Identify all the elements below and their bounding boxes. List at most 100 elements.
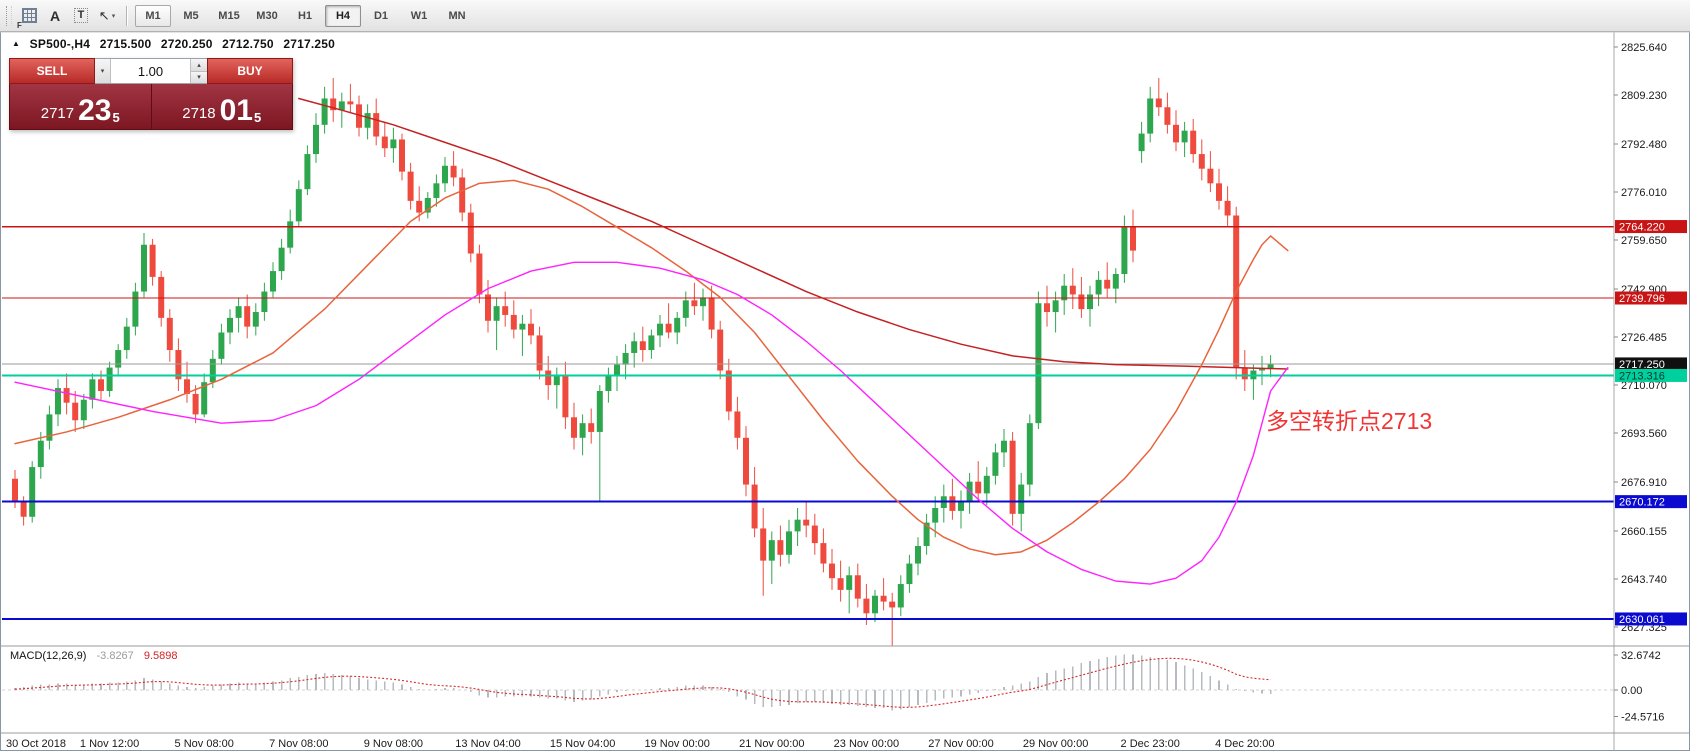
lot-decrement-icon[interactable]: ▾	[191, 71, 207, 83]
candle-down	[562, 376, 569, 418]
candle-down	[717, 329, 724, 371]
candle-down	[854, 575, 861, 599]
candle-down	[1173, 124, 1179, 143]
candle-down	[373, 113, 380, 137]
price-badge-label: 2764.220	[1619, 222, 1665, 234]
candle-up	[106, 367, 113, 391]
candle-down	[1155, 98, 1162, 108]
time-label: 5 Nov 08:00	[175, 738, 234, 750]
timeframe-button-m15[interactable]: M15	[218, 9, 240, 22]
lot-size-value[interactable]: 1.00	[137, 63, 164, 79]
ask-big-digits: 01	[219, 94, 253, 127]
macd-signal-line	[14, 657, 1271, 708]
candle-down	[1130, 227, 1136, 251]
candle-down	[510, 314, 517, 330]
time-label: 29 Nov 00:00	[1023, 738, 1088, 750]
time-label: 21 Nov 00:00	[739, 738, 804, 750]
macd-tick-label: 0.00	[1621, 685, 1642, 697]
candle-down	[811, 525, 818, 544]
candle-down	[399, 139, 405, 172]
sell-button[interactable]: SELL	[9, 58, 95, 84]
time-label: 23 Nov 00:00	[834, 738, 899, 750]
macd-tick-label: -24.5716	[1621, 711, 1664, 723]
candle-up	[270, 271, 276, 292]
candle-down	[639, 341, 646, 351]
macd-main-value: -3.8267	[96, 650, 134, 662]
candle-up	[227, 317, 233, 333]
candle-up	[1001, 440, 1007, 453]
profile-f-label: F	[17, 20, 22, 30]
buy-button[interactable]: BUY	[207, 58, 293, 84]
candle-down	[175, 350, 182, 380]
chart-grid-icon[interactable]: F	[16, 4, 42, 30]
candle-up	[1026, 423, 1033, 485]
candle-down	[450, 165, 457, 178]
text-tool-button[interactable]: A	[42, 4, 68, 28]
candle-down	[1241, 367, 1248, 380]
candle-up	[923, 522, 930, 547]
price-badge-label: 2713.316	[1619, 370, 1665, 382]
timeframe-button-m1[interactable]: M1	[135, 4, 171, 27]
moving-averages-layer	[14, 97, 1289, 585]
bid-price-panel[interactable]: 2717 23 5	[10, 84, 151, 129]
candle-up	[46, 414, 53, 441]
time-label: 9 Nov 08:00	[364, 738, 423, 750]
candle-down	[1069, 285, 1076, 295]
time-label: 2 Dec 23:00	[1121, 738, 1180, 750]
candle-up	[992, 452, 999, 476]
timeframe-button-h4[interactable]: H4	[325, 4, 361, 27]
candle-down	[98, 379, 104, 391]
lot-dropdown-icon[interactable]: ▾	[95, 59, 111, 83]
candle-down	[751, 484, 758, 529]
candle-down	[528, 323, 534, 336]
lot-stepper: ▴ ▾	[190, 59, 207, 83]
candle-up	[55, 388, 61, 415]
candle-up	[682, 300, 689, 318]
toolbar-drag-handle[interactable]	[6, 5, 12, 26]
candle-down	[588, 423, 595, 432]
candle-down	[356, 104, 362, 128]
candle-down	[571, 417, 577, 438]
candle-down	[829, 563, 835, 579]
ask-price-panel[interactable]: 2718 01 5	[150, 84, 293, 129]
candle-down	[502, 306, 509, 315]
timeframe-button-d1[interactable]: D1	[373, 9, 389, 22]
candle-up	[235, 306, 242, 318]
candle-down	[777, 540, 784, 555]
price-levels-layer	[2, 225, 1614, 620]
candle-up	[287, 221, 294, 248]
candle-down	[889, 601, 896, 608]
cursor-icon: ↖	[98, 7, 110, 23]
timeframe-button-m30[interactable]: M30	[256, 9, 278, 22]
bid-pip-digit: 5	[112, 110, 120, 125]
pivot-annotation-text: 多空转折点2713	[1266, 408, 1433, 434]
timeframe-button-m5[interactable]: M5	[183, 9, 199, 22]
candle-up	[80, 399, 87, 421]
timeframe-button-mn[interactable]: MN	[448, 9, 466, 22]
candle-up	[252, 312, 259, 327]
ohlc-low: 2712.750	[222, 37, 274, 51]
lot-increment-icon[interactable]: ▴	[191, 59, 207, 72]
cursor-tool-button[interactable]: ↖ ▾	[94, 4, 120, 28]
candle-down	[72, 402, 79, 421]
candle-up	[209, 358, 216, 383]
timeframe-button-w1[interactable]: W1	[410, 9, 428, 22]
candle-down	[20, 502, 27, 517]
price-tick-label: 2809.230	[1621, 90, 1667, 102]
candle-up	[433, 183, 440, 198]
candle-up	[1259, 369, 1265, 371]
main-toolbar: F A T ↖ ▾ M1 M5 M15 M30 H1 H4 D1 W1 MN	[0, 0, 1690, 32]
candle-down	[743, 437, 749, 485]
candle-up	[278, 247, 285, 272]
candle-down	[407, 171, 414, 201]
candle-down	[1104, 279, 1111, 289]
candle-up	[605, 376, 612, 391]
price-badge-label: 2717.250	[1619, 359, 1665, 371]
candle-up	[648, 335, 655, 351]
candle-up	[1018, 484, 1025, 514]
candle-up	[915, 546, 921, 564]
text-label-tool-button[interactable]: T	[68, 4, 94, 28]
timeframe-button-h1[interactable]: H1	[297, 9, 313, 22]
candle-down	[536, 335, 543, 371]
candle-up	[261, 291, 268, 313]
